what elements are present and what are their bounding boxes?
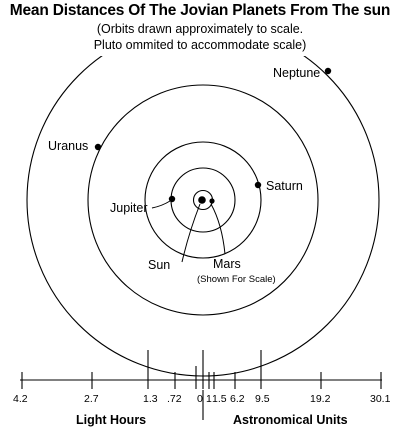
sun-leader bbox=[181, 203, 201, 263]
diagram-subtitle: (Orbits drawn approximately to scale. Pl… bbox=[0, 21, 400, 53]
tick-label-au-9.5: 9.5 bbox=[255, 393, 270, 405]
tick-label-lh-.72: .72 bbox=[167, 393, 182, 405]
astronomical-units-label: Astronomical Units bbox=[233, 413, 348, 427]
tick-label-lh-1.3: 1.3 bbox=[143, 393, 158, 405]
subtitle-line-1: (Orbits drawn approximately to scale. bbox=[96, 22, 304, 36]
neptune-dot bbox=[324, 67, 332, 75]
tick-label-au-19.2: 19.2 bbox=[310, 393, 331, 405]
tick-label-lh-0: 0 bbox=[197, 393, 203, 405]
tick-label-lh-4.2: 4.2 bbox=[13, 393, 28, 405]
tick-label-au-1: 1 bbox=[206, 393, 212, 405]
tick-label-lh-2.7: 2.7 bbox=[84, 393, 99, 405]
saturn-label: Saturn bbox=[266, 179, 303, 193]
uranus-label: Uranus bbox=[48, 139, 88, 153]
tick-label-au-6.2: 6.2 bbox=[230, 393, 245, 405]
mars-leader bbox=[210, 203, 226, 255]
tick-label-au-30.1: 30.1 bbox=[370, 393, 391, 405]
orbit-uranus bbox=[87, 84, 319, 316]
mars-dot bbox=[209, 198, 215, 204]
uranus-dot bbox=[94, 143, 102, 151]
jupiter-label: Jupiter bbox=[110, 201, 148, 215]
light-hours-label: Light Hours bbox=[76, 413, 146, 427]
orbit-saturn bbox=[144, 141, 262, 259]
jupiter-dot bbox=[168, 195, 176, 203]
saturn-dot bbox=[254, 181, 262, 189]
sun-dot bbox=[198, 196, 206, 204]
mars-label: Mars bbox=[213, 257, 241, 271]
subtitle-line-2: Pluto ommited to accommodate scale) bbox=[93, 38, 307, 52]
tick-label-au-1.5: 1.5 bbox=[212, 393, 227, 405]
neptune-label: Neptune bbox=[273, 66, 320, 80]
jupiter-leader bbox=[151, 200, 171, 209]
sun-label: Sun bbox=[148, 258, 170, 272]
mars-note-label: (Shown For Scale) bbox=[197, 274, 276, 285]
diagram-title: Mean Distances Of The Jovian Planets Fro… bbox=[9, 2, 391, 19]
